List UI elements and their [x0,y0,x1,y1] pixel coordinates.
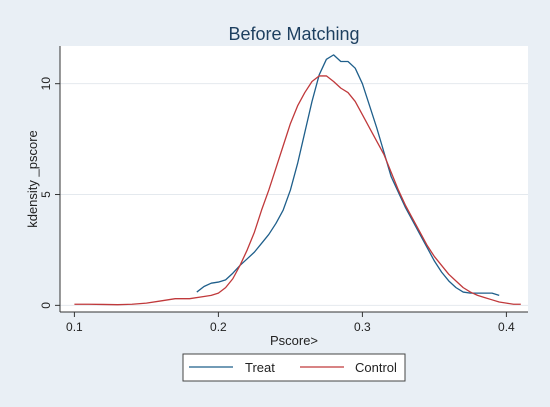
series-layer [74,54,521,306]
legend: Treat Control [182,353,406,382]
y-tick-label-0: 0 [39,302,53,309]
x-tick-label-2: 0.3 [354,320,371,334]
legend-label-control: Control [355,360,397,375]
y-tick-label-2: 10 [39,77,53,91]
axes: 0 5 10 0.1 0.2 0.3 0.4 [39,46,528,334]
series-line-control [74,75,521,306]
x-tick-label-0: 0.1 [66,320,83,334]
x-tick-label-1: 0.2 [210,320,227,334]
series-line-treat [196,54,500,297]
grid-lines [60,83,528,306]
y-axis-title: kdensity _pscore [25,130,40,228]
legend-label-treat: Treat [245,360,275,375]
chart-title: Before Matching [228,24,359,44]
x-axis-title: Pscore> [270,333,318,348]
x-tick-label-3: 0.4 [498,320,515,334]
y-tick-label-1: 5 [39,191,53,198]
